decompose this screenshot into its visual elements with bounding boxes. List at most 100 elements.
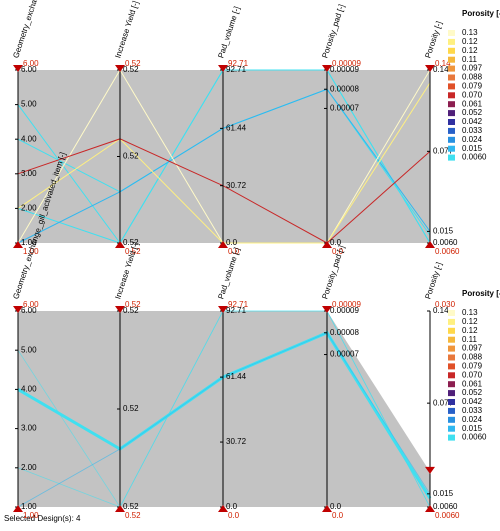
filter-max-label: 0.00009 [332,59,361,68]
legend-swatch [448,381,455,388]
filter-min-label: 1.00 [23,247,39,256]
tick-label: 3.00 [21,169,37,178]
legend-title: Porosity [-] [462,289,500,298]
filter-max-marker [218,306,228,313]
filter-max-label: 0.00009 [332,300,361,309]
tick-label: 4.00 [21,385,37,394]
filter-min-marker [322,505,332,512]
filter-max-label: 0.52 [125,59,141,68]
status-text: Selected Design(s): 4 [4,514,81,523]
tick-label: 0.00009 [330,65,359,74]
legend-label: 0.042 [462,397,483,406]
tick-label: 0.00009 [330,306,359,315]
legend-swatch [448,127,455,134]
filter-min-marker [115,505,125,512]
legend-swatch [448,354,455,361]
legend-swatch [448,119,455,125]
filter-max-marker [13,306,23,313]
legend-swatch [448,83,455,90]
legend-swatch [448,399,455,405]
axis-title: Porosity [-] [423,20,443,59]
legend-label: 0.11 [462,335,478,344]
tick-label: 3.00 [21,424,37,433]
legend-label: 0.042 [462,117,483,126]
axis-title: Pad_volume [-] [216,5,241,59]
legend-label: 0.088 [462,353,483,362]
filter-max-marker [322,65,332,72]
legend-swatch [448,92,455,99]
filter-max-marker [13,65,23,72]
tick-label: 0.52 [123,404,139,413]
legend-label: 0.033 [462,126,483,135]
filter-max-label: 6.00 [23,300,39,309]
filter-min-label: 1.00 [23,511,39,520]
legend-label: 0.13 [462,28,478,37]
legend-swatch [448,65,455,72]
legend-swatch [448,318,455,325]
filter-min-marker [322,241,332,248]
legend-label: 0.079 [462,82,483,91]
tick-label: 0.52 [123,65,139,74]
filter-max-label: 0.14 [435,59,451,68]
filter-min-marker [218,505,228,512]
filter-min-marker [13,505,23,512]
tick-label: 61.44 [226,123,247,132]
legend-swatch [448,154,455,161]
tick-label: 0.14 [433,306,449,315]
filter-min-label: 0.0060 [435,247,460,256]
tick-label: 0.00008 [330,328,359,337]
legend-swatch [448,345,455,352]
legend-swatch [448,30,455,36]
legend-label: 0.12 [462,46,478,55]
tick-label: 0.0060 [433,238,458,247]
legend-swatch [448,336,455,343]
tick-label: 0.52 [123,502,139,511]
tick-label: 0.0060 [433,502,458,511]
axis-title: Geometry_exchange_gill_activated_item [-… [11,0,67,59]
legend-label: 0.070 [462,370,483,379]
filter-min-marker [425,505,435,512]
legend-swatch [448,145,455,152]
filter-min-label: 0.0060 [435,511,460,520]
tick-label: 1.00 [21,238,37,247]
axis-title: Porosity_pad [-] [320,3,346,59]
filter-min-marker [218,241,228,248]
tick-label: 0.015 [433,489,454,498]
legend-swatch [448,101,455,108]
tick-label: 0.52 [123,306,139,315]
axis-title: Increase Yield [-] [113,0,140,59]
legend-swatch [448,363,455,370]
legend-label: 0.061 [462,99,483,108]
filter-region [18,70,430,243]
tick-label: 0.015 [433,226,454,235]
tick-label: 1.00 [21,502,37,511]
filter-min-label: 0.0 [228,511,240,520]
legend-swatch [448,310,455,316]
legend-label: 0.015 [462,144,483,153]
legend-label: 0.015 [462,424,483,433]
tick-label: 0.077 [433,146,454,155]
legend-label: 0.0060 [462,433,487,442]
filter-min-label: 0.0 [228,247,240,256]
tick-label: 0.0 [330,238,342,247]
filter-min-marker [13,241,23,248]
tick-label: 2.00 [21,204,37,213]
filter-max-marker [115,65,125,72]
filter-min-label: 0.52 [125,247,141,256]
filter-region [18,311,430,507]
legend-label: 0.061 [462,379,483,388]
tick-label: 0.00007 [330,104,359,113]
legend-swatch [448,425,455,432]
legend-label: 0.024 [462,415,483,424]
legend-swatch [448,110,455,117]
filter-max-marker [425,65,435,72]
legend-swatch [448,136,455,143]
tick-label: 92.71 [226,306,247,315]
filter-min-marker [115,241,125,248]
tick-label: 6.00 [21,306,37,315]
legend-label: 0.079 [462,362,483,371]
filter-min-label: 0.52 [125,511,141,520]
tick-label: 0.00008 [330,84,359,93]
filter-max-marker [322,306,332,313]
